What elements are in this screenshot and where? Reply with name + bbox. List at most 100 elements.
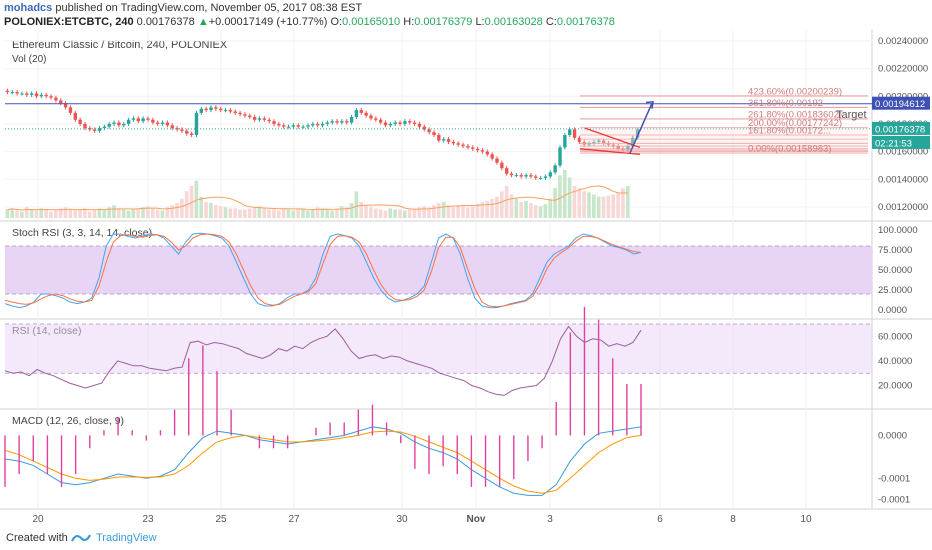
volume-bar	[87, 211, 92, 218]
tradingview-brand-link[interactable]: TradingView	[96, 532, 157, 544]
volume-bar	[504, 186, 509, 218]
chart-canvas[interactable]: Ethereum Classic / Bitcoin, 240, POLONIE…	[0, 30, 932, 530]
candle-body	[568, 129, 572, 135]
candle-body	[15, 92, 19, 94]
volume-bar	[97, 208, 102, 218]
candle-body	[73, 112, 77, 120]
symbol-label: POLONIEX:ETCBTC, 240	[4, 16, 134, 28]
volume-bar	[262, 208, 267, 218]
fib-level-label: 261.80%(0.00183602)	[748, 109, 842, 120]
candle-body	[558, 147, 562, 166]
author-link[interactable]: mohadcs	[4, 2, 53, 14]
candle-body	[374, 118, 378, 120]
volume-bar	[335, 208, 339, 218]
volume-bar	[58, 208, 63, 218]
target-annotation: Target	[836, 109, 867, 121]
volume-bar	[160, 210, 165, 218]
price-tag-bg	[872, 135, 930, 149]
candle-body	[141, 118, 145, 122]
candle-body	[466, 146, 470, 148]
x-tick-label: 20	[32, 514, 44, 525]
candle-body	[345, 121, 349, 123]
volume-bar	[524, 200, 528, 218]
volume-bar	[441, 202, 446, 218]
volume-bar	[252, 207, 257, 218]
rsi-tick-label: 60.0000	[878, 331, 912, 342]
volume-bar	[572, 186, 577, 218]
candle-body	[563, 134, 567, 148]
rsi-tick-label: 20.0000	[878, 381, 912, 392]
candle-body	[282, 125, 286, 127]
candle-body	[456, 143, 460, 145]
volume-bar	[175, 203, 179, 218]
volume-bar	[24, 207, 29, 218]
candle-body	[485, 151, 490, 155]
volume-bar	[412, 208, 417, 218]
tradingview-logo-icon	[70, 531, 92, 548]
candle-body	[155, 122, 160, 124]
candle-body	[631, 137, 635, 147]
candle-body	[480, 150, 485, 152]
candle-body	[359, 110, 363, 113]
candle-body	[461, 144, 465, 147]
candle-body	[398, 122, 402, 124]
candle-body	[199, 108, 204, 113]
volume-bar	[34, 210, 39, 218]
chart-title: Ethereum Classic / Bitcoin, 240, POLONIE…	[12, 39, 228, 51]
candle-body	[248, 115, 252, 118]
candle-body	[223, 110, 228, 112]
candle-body	[587, 143, 591, 145]
stoch-rsi-series-line	[4, 232, 642, 309]
volume-bar	[83, 208, 87, 218]
macd-tick-label: 0.0000	[878, 430, 907, 441]
volume-bar	[470, 206, 475, 218]
volume-bar	[49, 211, 53, 218]
created-with-text: Created with	[6, 532, 68, 544]
volume-bar	[213, 205, 218, 218]
volume-bar	[495, 196, 499, 218]
high-label: H:	[403, 16, 415, 28]
volume-bar	[102, 209, 107, 218]
high-value: 0.00176379	[414, 16, 473, 28]
candle-body	[59, 100, 63, 104]
volume-bar	[39, 208, 44, 218]
volume-bar	[286, 209, 291, 218]
candle-body	[286, 126, 291, 128]
candle-body	[378, 119, 383, 123]
publish-line: mohadcs published on TradingView.com, No…	[4, 2, 362, 14]
candle-body	[97, 128, 102, 131]
price-tick-label: 0.00140000	[878, 174, 928, 185]
volume-bar	[490, 198, 494, 218]
candle-body	[63, 103, 68, 108]
volume-bar	[543, 204, 548, 218]
volume-bar	[209, 203, 213, 218]
low-label: L:	[475, 16, 485, 28]
volume-bar	[180, 198, 184, 218]
volume-bar	[68, 209, 73, 218]
price-tag-bg	[872, 96, 930, 110]
macd-title: MACD (12, 26, close, 9)	[12, 415, 124, 427]
candle-body	[475, 148, 480, 151]
volume-ma-line	[7, 185, 628, 211]
candle-body	[325, 122, 330, 124]
candle-body	[427, 129, 431, 133]
candle-body	[471, 147, 475, 149]
open-label: O:	[330, 16, 343, 28]
volume-bar	[514, 198, 519, 218]
target-arrow-icon	[629, 102, 653, 154]
volume-bar	[393, 209, 397, 218]
volume-bar	[417, 207, 422, 218]
volume-bar	[616, 192, 620, 218]
x-tick-label: Nov	[467, 514, 486, 525]
volume-bar	[461, 205, 465, 218]
fib-level-label: 0.00%(0.00158983)	[748, 144, 831, 155]
candle-body	[209, 107, 213, 111]
candle-body	[315, 123, 320, 126]
candle-body	[505, 168, 509, 174]
rsi-tick-label: 40.0000	[878, 356, 912, 367]
volume-bar	[485, 200, 490, 218]
volume-bar	[364, 205, 368, 218]
volume-bar	[10, 208, 14, 218]
candle-body	[408, 121, 412, 123]
volume-bar	[281, 208, 286, 218]
